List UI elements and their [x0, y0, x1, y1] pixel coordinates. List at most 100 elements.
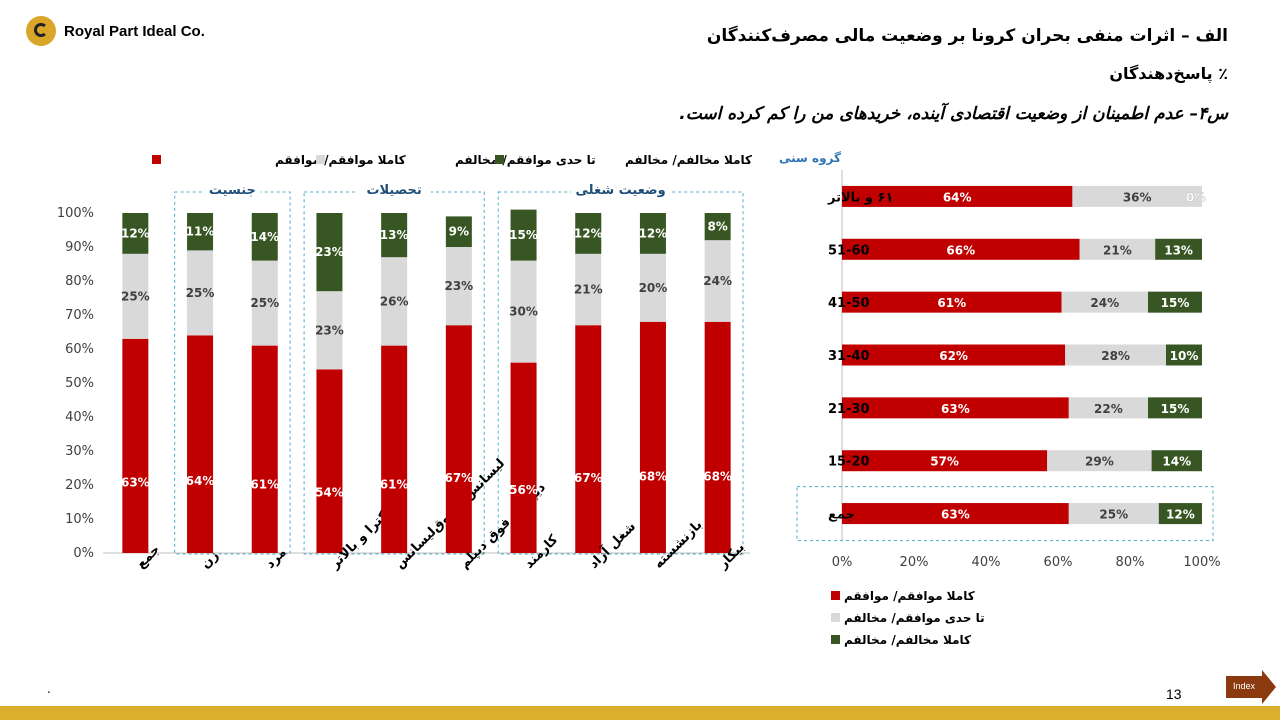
hbar-segment-1 [1079, 238, 1156, 260]
legend-label-0: کاملا موافقم/ موافقم [844, 589, 975, 604]
y-category-label: 51-60 [828, 243, 870, 258]
y-tick-label: 20% [65, 478, 94, 493]
hbar-data-label: 21% [1103, 243, 1132, 257]
hbar-segment-2 [1148, 397, 1202, 419]
highlight-box [796, 486, 1214, 542]
y-tick-label: 70% [65, 308, 94, 323]
footer-dot: . [47, 682, 51, 696]
bar-segment-2 [251, 213, 278, 261]
y-axis: 0% 10% 20% 30% 40% 50% 60% 70% 80% 90% 100% [57, 206, 750, 561]
data-label: 23% [444, 279, 473, 293]
data-label: 63% [121, 475, 150, 489]
bar-segment-1 [704, 240, 731, 322]
bar-segment-2 [187, 213, 214, 251]
bar-segment-1 [316, 291, 343, 370]
hbar-segment-0 [842, 450, 1048, 472]
legend-swatch-0 [831, 591, 840, 600]
hbar-data-label: 10% [1170, 349, 1199, 363]
bar-segment-2 [575, 213, 602, 254]
y-category-label: ۶۱ و بالاتر [827, 190, 893, 205]
data-label: 67% [444, 471, 473, 485]
data-label: 9% [449, 225, 469, 239]
hbar-data-label: 12% [1166, 508, 1195, 522]
y-tick-label: 0% [73, 546, 94, 561]
hbar-stack-2: 61% 24% 15% [842, 291, 1202, 313]
data-label: 20% [639, 281, 668, 295]
bar-segment-0 [381, 345, 408, 553]
y-tick-label: 60% [65, 342, 94, 357]
hbar-data-label: 64% [943, 190, 972, 204]
y-category-label: 15-20 [828, 455, 870, 470]
group-box-0: جنسیت [174, 183, 291, 555]
data-label: 56% [509, 483, 538, 497]
data-label: 25% [250, 296, 279, 310]
hbar-segment-1 [1072, 185, 1202, 207]
group-label-bg [357, 185, 431, 199]
footer-bar [0, 706, 1280, 720]
legend-label-0: کاملا موافقم/ موافقم [275, 153, 406, 168]
bar-stack-8: 68% 20% 12% [639, 213, 668, 553]
hbar-data-label: 62% [939, 349, 968, 363]
bar-segment-1 [381, 257, 408, 346]
data-label: 26% [380, 294, 409, 308]
hbar-data-label: 13% [1164, 243, 1193, 257]
legend-label-2: کاملا مخالفم/ مخالفم [844, 633, 971, 647]
bar-stack-0: 63% 25% 12% [121, 213, 150, 553]
hbar-stack-0: 64% 36% 0% [842, 185, 1206, 207]
bar-segment-0 [122, 338, 149, 553]
bar-segment-2 [704, 213, 731, 241]
bar-segment-2 [445, 216, 472, 247]
hbar-stack-1: 66% 21% 13% [842, 238, 1202, 260]
data-label: 25% [121, 289, 150, 303]
bar-segment-0 [445, 325, 472, 553]
bar-segment-1 [445, 247, 472, 326]
hbar-data-label: 63% [941, 402, 970, 416]
hbar-data-label: 15% [1161, 296, 1190, 310]
hbar-data-label: 36% [1123, 190, 1152, 204]
group-label: وضعیت شغلی [576, 183, 666, 198]
hbar-data-label: 25% [1099, 508, 1128, 522]
index-arrow-button[interactable] [1226, 670, 1276, 704]
bar-segment-0 [251, 345, 278, 553]
logo-icon [26, 16, 56, 46]
y-tick-label: 50% [65, 376, 94, 391]
y-category-label: جمع [828, 508, 855, 523]
bar-stack-5: 67% 23% 9% [444, 216, 473, 553]
group-box-2: وضعیت شغلی [497, 183, 744, 555]
data-label: 61% [250, 478, 279, 492]
legend-swatch-1 [316, 155, 325, 164]
hbar-segment-0 [842, 397, 1069, 419]
bar-segment-2 [639, 213, 666, 254]
bar-segment-0 [704, 321, 731, 553]
data-label: 21% [574, 283, 603, 297]
group-box-1: تحصیلات [303, 183, 485, 555]
bar-segment-0 [187, 335, 214, 553]
data-label: 67% [574, 471, 603, 485]
data-label: 14% [250, 230, 279, 244]
group-label: تحصیلات [366, 183, 421, 198]
legend-label-1: تا حدی موافقم/ مخالفم [455, 153, 596, 168]
hbar-data-label: 28% [1101, 349, 1130, 363]
hbar-segment-2 [1151, 450, 1202, 472]
y-tick-label: 10% [65, 512, 94, 527]
legend-swatch-2 [495, 155, 504, 164]
hbar-stack-6: 63% 25% 12% [796, 486, 1214, 542]
hbar-segment-1 [1061, 291, 1148, 313]
bar-stack-2: 61% 25% 14% [250, 213, 279, 553]
y-category-label: 21-30 [828, 402, 870, 417]
hbar-data-label: 22% [1094, 402, 1123, 416]
bar-segment-1 [510, 260, 537, 363]
hbar-segment-1 [1047, 450, 1152, 472]
bar-segment-1 [122, 253, 149, 339]
group-box-border [174, 191, 291, 555]
hbar-segment-1 [1068, 397, 1148, 419]
y-tick-label: 90% [65, 240, 94, 255]
hbar-segment-1 [1068, 503, 1159, 525]
hbar-stack-5: 57% 29% 14% [842, 450, 1202, 472]
legend-swatch-1 [831, 613, 840, 622]
vertical-stacked-bar-chart: کاملا موافقم/ موافقم تا حدی موافقم/ مخالف… [57, 153, 752, 573]
y-tick-label: 100% [57, 206, 94, 221]
bar-segment-1 [187, 250, 214, 336]
horizontal-stacked-bar-chart: گروه سنی 64% 36% 0% ۶۱ و بالاتر 66% 21% 13% 51-6… [779, 151, 1221, 647]
data-label: 12% [574, 226, 603, 240]
